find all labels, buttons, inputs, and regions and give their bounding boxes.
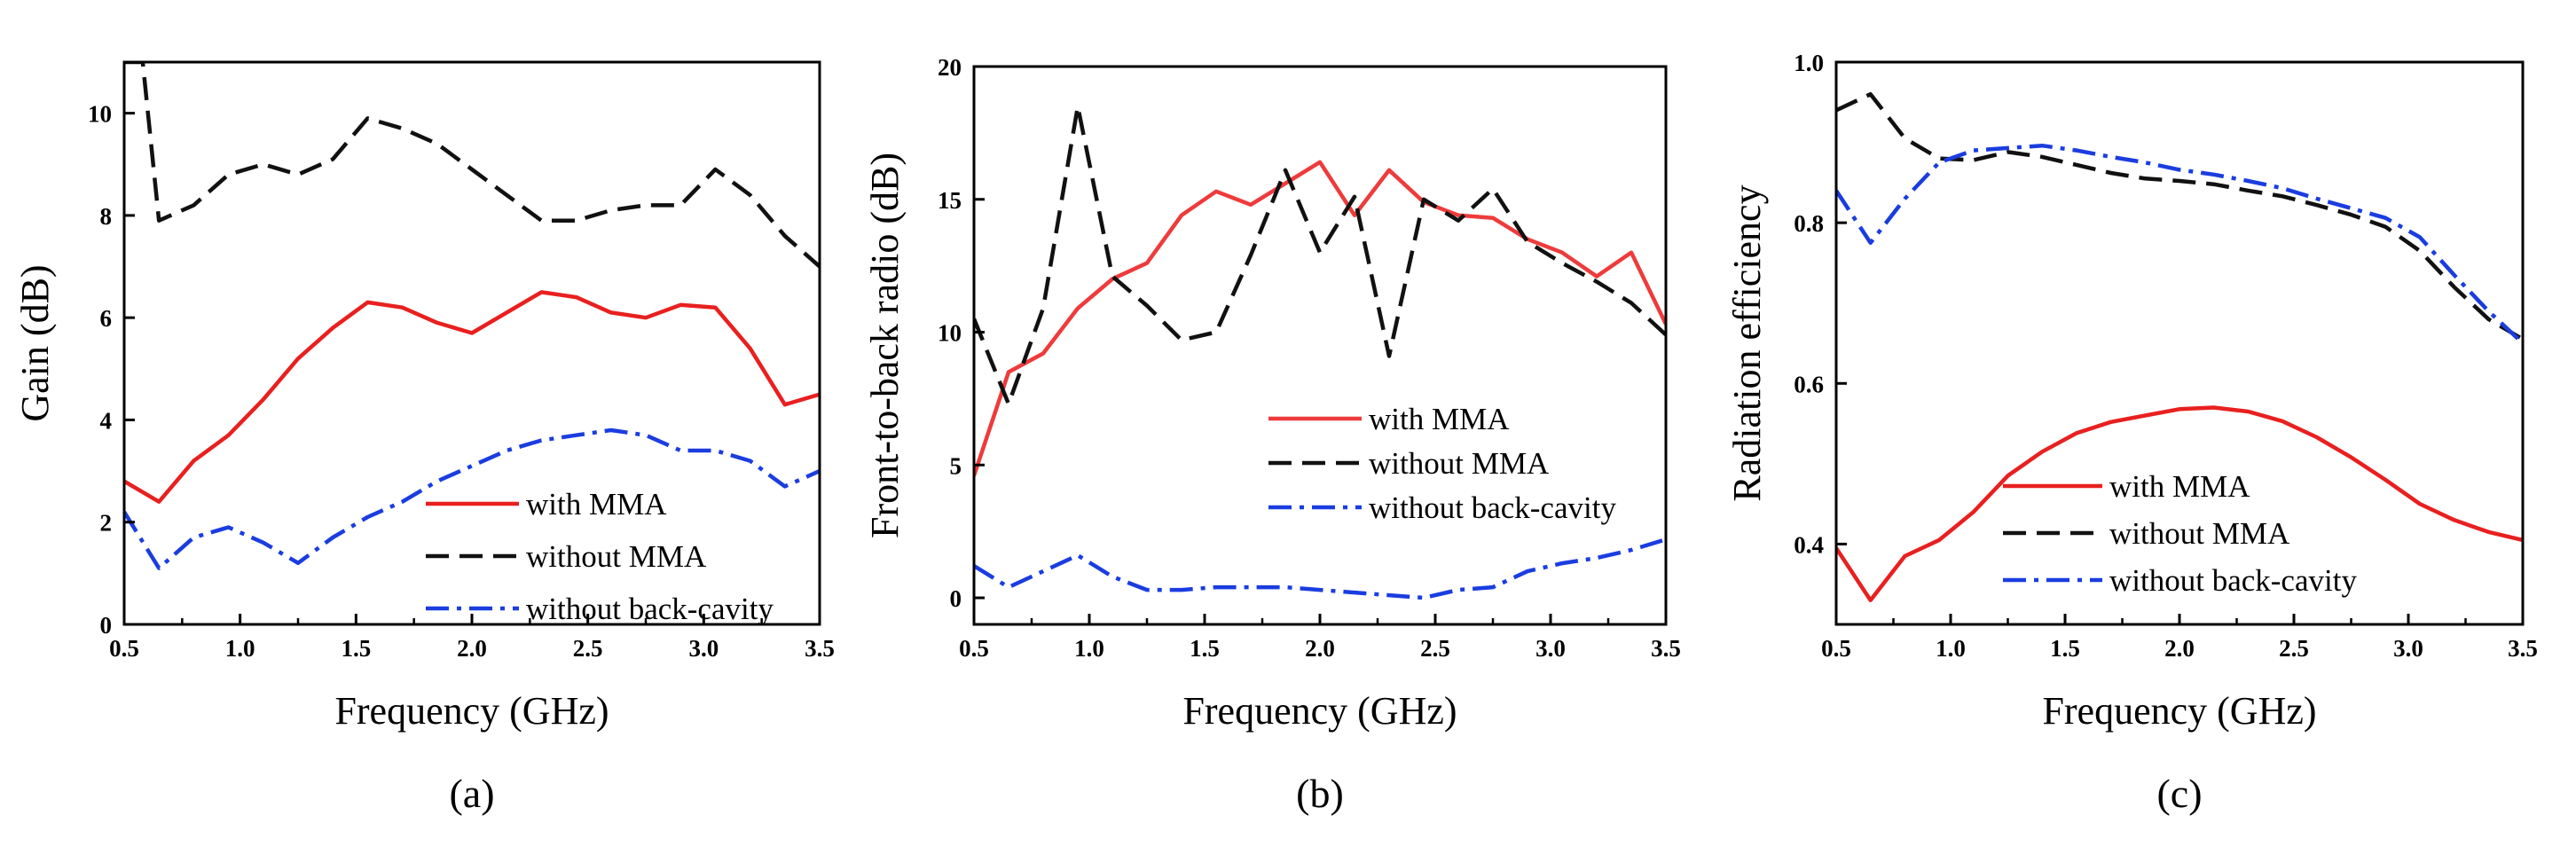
- y-tick-label: 6: [100, 305, 113, 332]
- series-line-without-back-cavity: [974, 537, 1666, 600]
- x-tick-label: 3.0: [688, 635, 719, 662]
- y-tick-label: 0: [100, 612, 113, 639]
- x-tick-label: 3.5: [805, 635, 835, 662]
- x-axis-title: Frequency (GHz): [2042, 689, 2316, 733]
- x-axis-title: Frequency (GHz): [334, 689, 609, 733]
- y-tick-label: 8: [100, 203, 113, 230]
- x-tick-label: 3.0: [1535, 635, 1566, 662]
- legend-label: without back-cavity: [526, 592, 774, 626]
- series-line-with-mma: [1836, 405, 2523, 603]
- y-tick-label: 1.0: [1794, 50, 1824, 76]
- y-tick-label: 4: [100, 407, 113, 434]
- plot-frame: [972, 65, 1668, 626]
- y-tick-label: 2: [100, 510, 113, 537]
- series-line-without-back-cavity: [124, 427, 820, 570]
- legend-label: with MMA: [1369, 402, 1510, 436]
- y-axis-title: Gain (dB): [13, 264, 57, 421]
- x-tick-label: 2.5: [2279, 635, 2309, 662]
- x-tick-label: 1.5: [341, 635, 371, 662]
- x-tick-label: 0.5: [959, 635, 989, 662]
- x-tick-label: 3.5: [1651, 635, 1681, 662]
- x-tick-label: 1.0: [1074, 635, 1104, 662]
- x-tick-label: 1.5: [2050, 635, 2080, 662]
- legend-label: without back-cavity: [1369, 490, 1616, 525]
- chart-panel-c: 0.5 1.0 1.5 2.0 2.5 3.0 3.5 0.4 0.6 0.8 1.0 Frequen…: [1725, 50, 2538, 816]
- legend-label: without MMA: [526, 539, 707, 574]
- chart-panel-b: 0.5 1.0 1.5 2.0 2.5 3.0 3.5 0 5 10 15 20 Frequency (…: [863, 54, 1681, 816]
- x-axis-title: Frequency (GHz): [1182, 689, 1457, 733]
- x-tick-label: 0.5: [1821, 635, 1851, 662]
- legend-label: without MMA: [1369, 446, 1550, 481]
- y-tick-label: 5: [950, 452, 962, 479]
- series-line-with-mma: [974, 160, 1666, 477]
- series-line-without-mma: [974, 104, 1666, 406]
- x-tick-label: 1.5: [1190, 635, 1220, 662]
- x-tick-label: 2.0: [2164, 635, 2195, 662]
- y-tick-label: 0.4: [1794, 531, 1824, 558]
- chart-panel-a: 0.5 1.0 1.5 2.0 2.5 3.0 3.5 0 2 4 6 8 10 Frequency (G…: [13, 60, 835, 816]
- y-axis-title: Front-to-back radio (dB): [863, 153, 907, 538]
- x-tick-label: 2.5: [1420, 635, 1450, 662]
- y-tick-label: 20: [938, 54, 962, 81]
- x-tick-label: 1.0: [225, 635, 255, 662]
- x-tick-label: 2.5: [573, 635, 603, 662]
- plot-frame: [122, 60, 821, 626]
- x-tick-label: 3.0: [2393, 635, 2423, 662]
- series-line-without-mma: [124, 62, 820, 269]
- x-tick-label: 0.5: [109, 635, 139, 662]
- y-tick-label: 15: [938, 187, 962, 214]
- y-tick-label: 10: [88, 101, 112, 128]
- x-tick-label: 2.0: [1305, 635, 1335, 662]
- x-tick-label: 2.0: [457, 635, 487, 662]
- x-tick-label: 3.5: [2508, 635, 2538, 662]
- panel-label: (a): [449, 771, 494, 816]
- series-line-without-mma: [1836, 91, 2523, 341]
- legend-label: without back-cavity: [2109, 563, 2357, 598]
- series-line-without-back-cavity: [1836, 143, 2523, 345]
- y-tick-label: 0.8: [1794, 210, 1824, 237]
- legend-label: with MMA: [2109, 469, 2250, 504]
- panel-label: (c): [2156, 771, 2202, 816]
- legend-label: without MMA: [2109, 516, 2290, 551]
- legend-label: with MMA: [526, 487, 667, 522]
- x-tick-label: 1.0: [1936, 635, 1966, 662]
- series-line-with-mma: [124, 290, 820, 504]
- y-axis-title: Radiation efficiency: [1725, 184, 1769, 501]
- panel-label: (b): [1296, 771, 1344, 816]
- y-tick-label: 0: [950, 585, 962, 612]
- y-tick-label: 10: [938, 320, 962, 347]
- y-tick-label: 0.6: [1794, 371, 1824, 397]
